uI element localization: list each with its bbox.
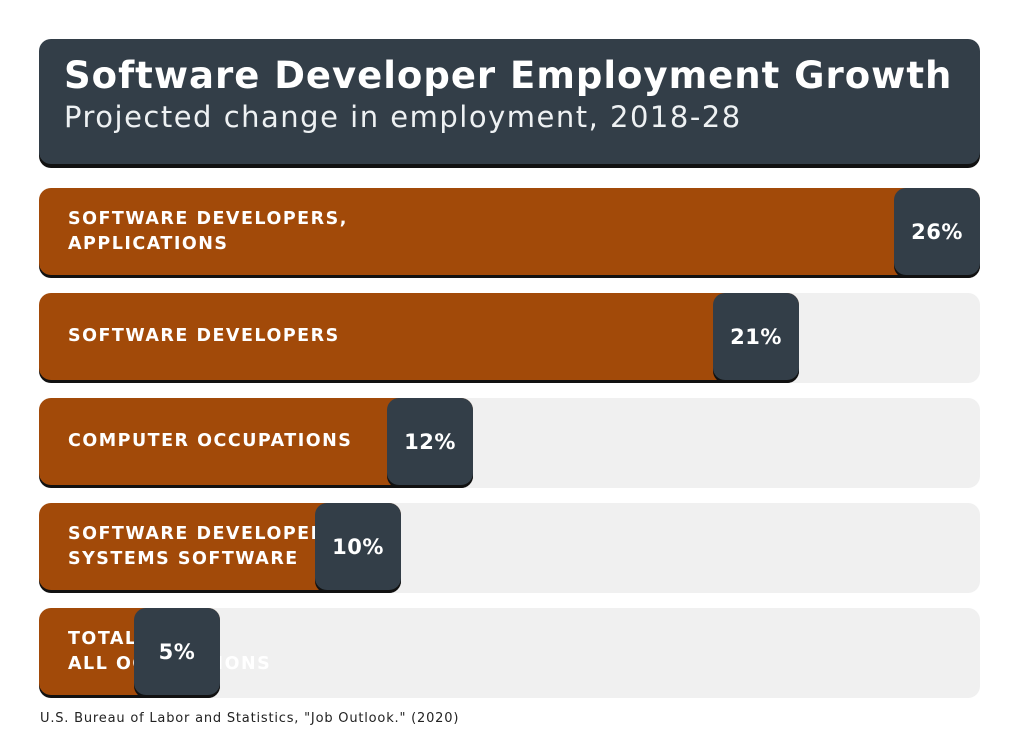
bar-value-label: 26% bbox=[894, 188, 980, 275]
bar bbox=[39, 188, 980, 275]
bar-row: SOFTWARE DEVELOPERS, APPLICATIONS 26% bbox=[39, 188, 980, 278]
bar-row: SOFTWARE DEVELOPERS 21% bbox=[39, 293, 980, 383]
bar-row: COMPUTER OCCUPATIONS 12% bbox=[39, 398, 980, 488]
chart-subtitle: Projected change in employment, 2018-28 bbox=[64, 100, 742, 134]
bar-value-label: 12% bbox=[387, 398, 473, 485]
source-citation: U.S. Bureau of Labor and Statistics, "Jo… bbox=[40, 711, 460, 726]
bar-value-label: 5% bbox=[134, 608, 220, 695]
bar-category-label: COMPUTER OCCUPATIONS bbox=[68, 431, 353, 451]
bar-value-label: 21% bbox=[713, 293, 799, 380]
bar bbox=[39, 293, 799, 380]
bar-category-label: SOFTWARE DEVELOPERS, SYSTEMS SOFTWARE bbox=[68, 523, 348, 569]
chart-header: Software Developer Employment Growth Pro… bbox=[39, 39, 980, 164]
chart-title: Software Developer Employment Growth bbox=[64, 54, 953, 97]
bar-category-label: SOFTWARE DEVELOPERS bbox=[68, 326, 340, 346]
bar-row: SOFTWARE DEVELOPERS, SYSTEMS SOFTWARE 10% bbox=[39, 503, 980, 593]
bar-row: TOTAL, ALL OCCUPATIONS5% bbox=[39, 608, 980, 698]
bar-value-label: 10% bbox=[315, 503, 401, 590]
bar-category-label: SOFTWARE DEVELOPERS, APPLICATIONS bbox=[68, 208, 348, 254]
